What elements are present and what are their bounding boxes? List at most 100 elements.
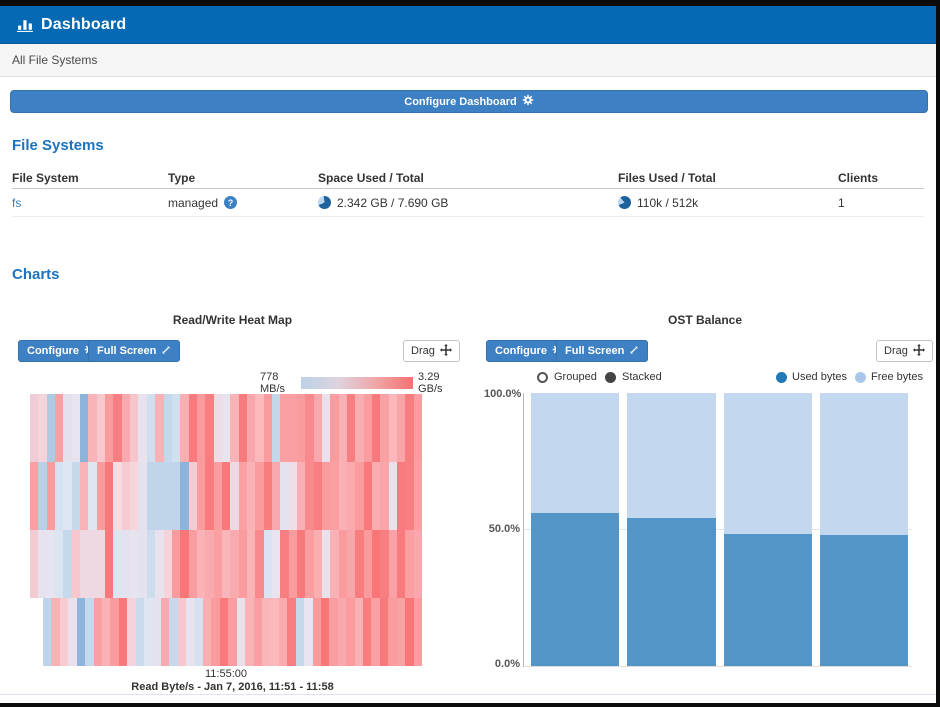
heatmap-cell[interactable] bbox=[330, 530, 339, 598]
heatmap-cell[interactable] bbox=[38, 462, 47, 530]
heatmap-cell[interactable] bbox=[263, 530, 272, 598]
configure-dashboard-button[interactable]: Configure Dashboard bbox=[10, 90, 928, 113]
heatmap-cell[interactable] bbox=[93, 598, 102, 666]
heatmap-cell[interactable] bbox=[43, 598, 52, 666]
heatmap-cell[interactable] bbox=[177, 598, 187, 666]
heatmap-cell[interactable] bbox=[288, 530, 297, 598]
ost-drag-button[interactable]: Drag bbox=[876, 340, 933, 362]
heatmap-cell[interactable] bbox=[63, 462, 72, 530]
heatmap-cell[interactable] bbox=[363, 530, 373, 598]
heatmap-cell[interactable] bbox=[413, 394, 423, 462]
heatmap-cell[interactable] bbox=[405, 598, 414, 666]
heatmap-cell[interactable] bbox=[118, 598, 128, 666]
heatmap-cell[interactable] bbox=[88, 530, 97, 598]
heatmap-cell[interactable] bbox=[330, 394, 339, 462]
heatmap-cell[interactable] bbox=[271, 394, 281, 462]
grouped-radio[interactable]: Grouped bbox=[537, 371, 597, 383]
question-icon[interactable]: ? bbox=[224, 196, 238, 209]
heatmap-cell[interactable] bbox=[313, 530, 323, 598]
heatmap-cell[interactable] bbox=[203, 598, 212, 666]
heatmap-cell[interactable] bbox=[338, 394, 348, 462]
heatmap-cell[interactable] bbox=[238, 394, 247, 462]
heatmap-cell[interactable] bbox=[194, 598, 204, 666]
heatmap-cell[interactable] bbox=[152, 598, 161, 666]
heatmap-cell[interactable] bbox=[397, 530, 406, 598]
heatmap-cell[interactable] bbox=[127, 598, 136, 666]
heatmap-cell[interactable] bbox=[88, 462, 97, 530]
heatmap-cell[interactable] bbox=[55, 530, 64, 598]
heatmap-cell[interactable] bbox=[163, 462, 172, 530]
heatmap-cell[interactable] bbox=[338, 530, 348, 598]
heatmap-cell[interactable] bbox=[288, 394, 297, 462]
heatmap-cell[interactable] bbox=[121, 530, 131, 598]
heatmap-cell[interactable] bbox=[38, 530, 47, 598]
stacked-radio[interactable]: Stacked bbox=[605, 371, 662, 383]
heatmap-cell[interactable] bbox=[388, 394, 398, 462]
heatmap-cell[interactable] bbox=[138, 462, 147, 530]
heatmap-cell[interactable] bbox=[169, 598, 178, 666]
heatmap-cell[interactable] bbox=[105, 394, 114, 462]
heatmap-cell[interactable] bbox=[313, 394, 323, 462]
heatmap-cell[interactable] bbox=[270, 598, 279, 666]
heatmap-cell[interactable] bbox=[347, 462, 356, 530]
heatmap-cell[interactable] bbox=[155, 462, 164, 530]
heatmap-cell[interactable] bbox=[388, 530, 398, 598]
heatmap-cell[interactable] bbox=[138, 394, 147, 462]
heatmap-cell[interactable] bbox=[405, 394, 414, 462]
heatmap-cell[interactable] bbox=[271, 530, 281, 598]
heatmap-cell[interactable] bbox=[363, 598, 372, 666]
heatmap-cell[interactable] bbox=[380, 462, 389, 530]
heatmap-cell[interactable] bbox=[76, 598, 86, 666]
heatmap-cell[interactable] bbox=[188, 394, 197, 462]
heatmap-cell[interactable] bbox=[312, 598, 321, 666]
heatmap-cell[interactable] bbox=[51, 598, 60, 666]
heatmap-cell[interactable] bbox=[245, 598, 254, 666]
heatmap-cell[interactable] bbox=[85, 598, 94, 666]
legend-used-bytes[interactable]: Used bytes bbox=[776, 371, 847, 383]
legend-free-bytes[interactable]: Free bytes bbox=[855, 371, 923, 383]
heatmap-cell[interactable] bbox=[297, 394, 306, 462]
heatmap-cell[interactable] bbox=[253, 598, 262, 666]
heatmap-cell[interactable] bbox=[363, 394, 373, 462]
heatmap-cell[interactable] bbox=[305, 462, 314, 530]
breadcrumb[interactable]: All File Systems bbox=[12, 53, 98, 67]
heatmap-cell[interactable] bbox=[63, 530, 72, 598]
heatmap-cell[interactable] bbox=[205, 530, 214, 598]
heatmap-cell[interactable] bbox=[113, 530, 122, 598]
heatmap-cell[interactable] bbox=[155, 530, 164, 598]
heatmap-cell[interactable] bbox=[338, 462, 348, 530]
heatmap-cell[interactable] bbox=[186, 598, 195, 666]
heatmap-cell[interactable] bbox=[30, 530, 39, 598]
heatmap-cell[interactable] bbox=[196, 462, 206, 530]
heatmap-cell[interactable] bbox=[397, 462, 406, 530]
heatmap-cell[interactable] bbox=[355, 394, 364, 462]
heatmap-cell[interactable] bbox=[322, 530, 331, 598]
heatmap-cell[interactable] bbox=[30, 394, 39, 462]
heatmap-cell[interactable] bbox=[236, 598, 246, 666]
heatmap-cell[interactable] bbox=[63, 394, 72, 462]
heatmap-cell[interactable] bbox=[271, 462, 281, 530]
heatmap-cell[interactable] bbox=[221, 462, 231, 530]
heatmap-cell[interactable] bbox=[322, 462, 331, 530]
heatmap-cell[interactable] bbox=[46, 462, 56, 530]
heatmap-cell[interactable] bbox=[71, 394, 81, 462]
heatmap-cell[interactable] bbox=[146, 462, 156, 530]
heatmap-cell[interactable] bbox=[88, 394, 97, 462]
heatmap-cell[interactable] bbox=[337, 598, 347, 666]
heatmap-cell[interactable] bbox=[305, 530, 314, 598]
heatmap-cell[interactable] bbox=[46, 394, 56, 462]
heatmap-fullscreen-button[interactable]: Full Screen bbox=[88, 340, 181, 362]
heatmap-cell[interactable] bbox=[380, 530, 389, 598]
heatmap-cell[interactable] bbox=[138, 530, 147, 598]
heatmap-cell[interactable] bbox=[55, 394, 64, 462]
heatmap-cell[interactable] bbox=[363, 462, 373, 530]
heatmap-cell[interactable] bbox=[59, 598, 69, 666]
heatmap-cell[interactable] bbox=[246, 394, 256, 462]
heatmap-cell[interactable] bbox=[213, 462, 222, 530]
heatmap-cell[interactable] bbox=[280, 462, 289, 530]
heatmap-cell[interactable] bbox=[163, 394, 172, 462]
heatmap-cell[interactable] bbox=[105, 530, 114, 598]
heatmap-cell[interactable] bbox=[255, 462, 264, 530]
heatmap-cell[interactable] bbox=[101, 598, 111, 666]
heatmap-cell[interactable] bbox=[280, 530, 289, 598]
